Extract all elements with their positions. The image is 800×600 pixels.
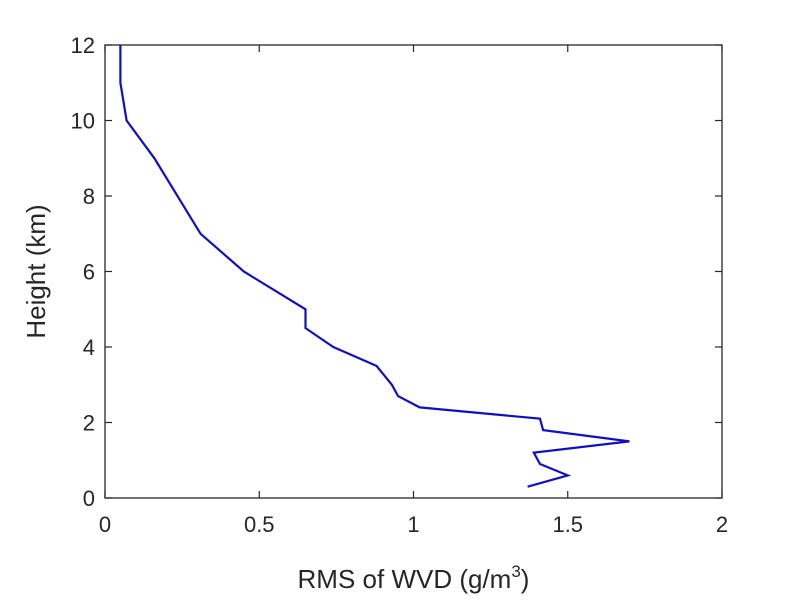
x-axis-label: RMS of WVD (g/m3) <box>298 562 530 594</box>
y-tick-label: 4 <box>83 335 95 360</box>
y-tick-label: 6 <box>83 260 95 285</box>
y-axis-label: Height (km) <box>21 204 51 338</box>
series <box>119 45 630 488</box>
x-tick-label: 0.5 <box>244 512 275 537</box>
y-tick-label: 0 <box>83 486 95 511</box>
y-tick-label: 10 <box>71 109 95 134</box>
x-tick-label: 1 <box>407 512 419 537</box>
series-line <box>119 45 630 488</box>
x-axis-label-main: RMS of WVD (g/m <box>298 564 512 594</box>
x-tick-label: 1.5 <box>552 512 583 537</box>
plot-frame <box>104 44 723 499</box>
plot-area <box>105 45 722 498</box>
x-axis-label-suffix: ) <box>521 564 530 594</box>
tick-labels: 0 0.5 1 1.5 2 0 2 4 6 8 10 12 <box>71 33 729 537</box>
y-tick-label: 12 <box>71 33 95 58</box>
y-tick-label: 8 <box>83 184 95 209</box>
x-tick-label: 2 <box>716 512 728 537</box>
y-tick-label: 2 <box>83 411 95 436</box>
x-axis-label-superscript: 3 <box>511 562 520 581</box>
x-tick-label: 0 <box>99 512 111 537</box>
